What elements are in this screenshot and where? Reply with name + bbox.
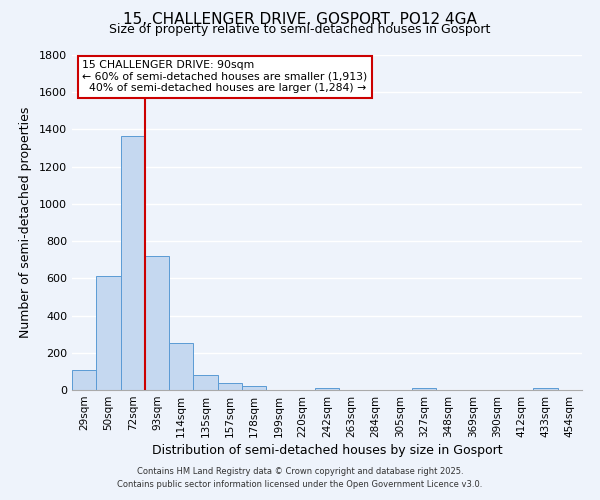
Bar [533,388,558,390]
Bar [242,386,266,390]
Text: Contains HM Land Registry data © Crown copyright and database right 2025.
Contai: Contains HM Land Registry data © Crown c… [118,468,482,489]
Bar [72,370,96,390]
Bar [193,375,218,390]
Bar [412,388,436,390]
Bar [121,136,145,390]
Text: 15, CHALLENGER DRIVE, GOSPORT, PO12 4GA: 15, CHALLENGER DRIVE, GOSPORT, PO12 4GA [123,12,477,28]
Bar [96,276,121,390]
Bar [145,256,169,390]
Y-axis label: Number of semi-detached properties: Number of semi-detached properties [19,107,32,338]
Bar [169,344,193,390]
Bar [218,384,242,390]
Text: 15 CHALLENGER DRIVE: 90sqm
← 60% of semi-detached houses are smaller (1,913)
  4: 15 CHALLENGER DRIVE: 90sqm ← 60% of semi… [82,60,367,93]
X-axis label: Distribution of semi-detached houses by size in Gosport: Distribution of semi-detached houses by … [152,444,502,457]
Text: Size of property relative to semi-detached houses in Gosport: Size of property relative to semi-detach… [109,22,491,36]
Bar [315,388,339,390]
